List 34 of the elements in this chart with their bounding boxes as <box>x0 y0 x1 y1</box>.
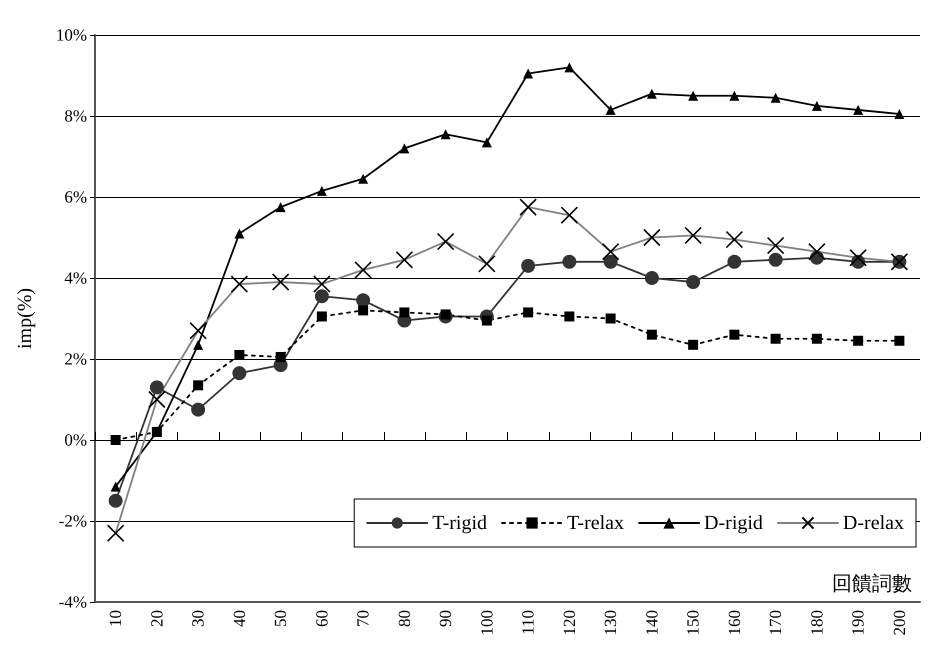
y-tick-label: 6% <box>64 188 87 206</box>
x-tick-label: 180 <box>807 610 826 636</box>
legend-label: D-relax <box>842 512 904 534</box>
x-tick-label: 10 <box>106 610 126 627</box>
legend-label: D-rigid <box>704 512 763 534</box>
x-tick-label: 50 <box>271 610 290 627</box>
x-tick-label: 150 <box>684 610 703 636</box>
y-tick-label: 2% <box>64 350 87 368</box>
y-tick-label: -4% <box>58 592 87 612</box>
x-tick-label: 160 <box>724 610 744 636</box>
legend-label: T-rigid <box>432 512 488 534</box>
x-tick-label: 140 <box>642 610 662 636</box>
x-tick-label: 170 <box>766 610 786 636</box>
x-tick-label: 200 <box>890 610 909 636</box>
y-axis-title: imp(%) <box>14 288 36 350</box>
x-tick-label: 60 <box>312 610 332 627</box>
y-tick-label: 10% <box>56 26 87 44</box>
x-tick-label: 130 <box>601 610 620 636</box>
y-tick-label: 4% <box>64 268 87 288</box>
x-tick-label: 20 <box>147 610 166 627</box>
y-tick-label: -2% <box>58 512 87 530</box>
y-tick-label: 0% <box>64 430 87 450</box>
x-axis-title: 回饋詞數 <box>832 573 912 595</box>
x-tick-label: 100 <box>477 610 496 636</box>
x-tick-label: 90 <box>436 610 456 627</box>
x-tick-label: 110 <box>518 610 538 635</box>
x-tick-label: 190 <box>848 610 868 636</box>
legend-label: T-relax <box>567 512 624 534</box>
x-tick-label: 40 <box>230 610 249 627</box>
x-tick-label: 30 <box>188 610 208 627</box>
y-tick-label: 8% <box>64 106 87 126</box>
x-tick-label: 120 <box>560 610 579 636</box>
x-tick-label: 70 <box>354 610 373 627</box>
x-tick-label: 80 <box>394 610 414 627</box>
